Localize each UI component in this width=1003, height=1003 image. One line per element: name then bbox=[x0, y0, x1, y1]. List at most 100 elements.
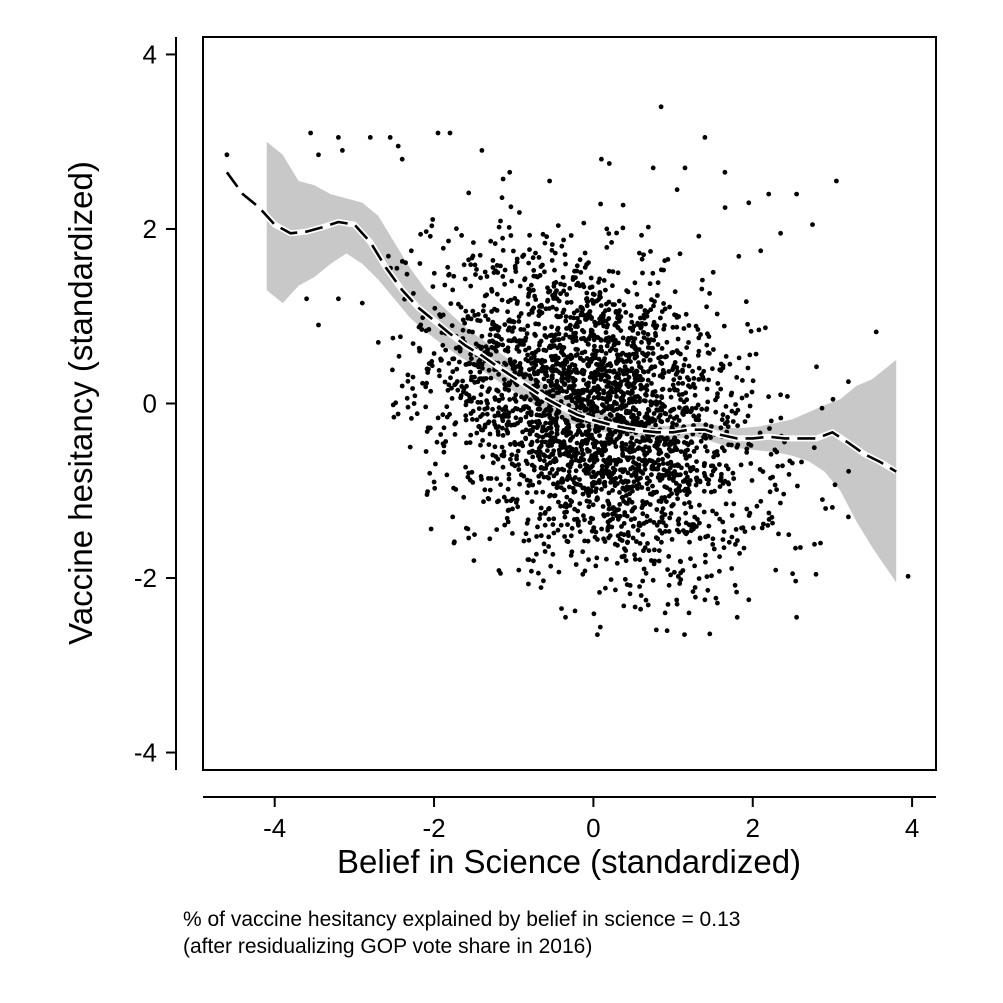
scatter-point bbox=[638, 386, 644, 392]
scatter-point bbox=[648, 345, 654, 351]
scatter-point bbox=[395, 143, 401, 149]
scatter-point bbox=[495, 429, 501, 434]
scatter-point bbox=[551, 530, 557, 536]
scatter-point bbox=[630, 390, 635, 395]
scatter-point bbox=[647, 357, 653, 363]
scatter-point bbox=[574, 263, 580, 269]
scatter-point bbox=[452, 421, 458, 427]
scatter-point bbox=[579, 368, 585, 374]
scatter-point bbox=[622, 377, 628, 383]
scatter-point bbox=[641, 315, 647, 321]
scatter-point bbox=[687, 539, 692, 545]
scatter-point bbox=[538, 338, 544, 344]
scatter-point bbox=[657, 373, 663, 379]
scatter-point bbox=[582, 517, 587, 523]
scatter-point bbox=[905, 573, 911, 579]
scatter-point bbox=[542, 510, 548, 515]
scatter-point bbox=[395, 411, 401, 417]
scatter-point bbox=[506, 471, 512, 477]
scatter-point bbox=[732, 582, 738, 588]
scatter-point bbox=[531, 268, 537, 273]
scatter-point bbox=[651, 303, 656, 309]
scatter-point bbox=[468, 283, 474, 289]
scatter-point bbox=[735, 538, 740, 543]
scatter-point bbox=[525, 323, 531, 329]
scatter-point bbox=[431, 270, 437, 276]
scatter-point bbox=[628, 396, 634, 401]
x-tick-label: 0 bbox=[586, 813, 600, 843]
scatter-point bbox=[516, 319, 522, 324]
scatter-point bbox=[526, 557, 532, 563]
scatter-point bbox=[507, 359, 513, 364]
scatter-point bbox=[674, 597, 680, 603]
scatter-point bbox=[627, 591, 633, 597]
scatter-point bbox=[572, 506, 577, 512]
scatter-point bbox=[725, 424, 731, 430]
scatter-point bbox=[482, 269, 488, 275]
scatter-point bbox=[720, 537, 726, 542]
scatter-point bbox=[675, 369, 681, 374]
scatter-point bbox=[707, 351, 712, 356]
scatter-point bbox=[500, 235, 505, 241]
scatter-point bbox=[648, 307, 654, 313]
scatter-point bbox=[592, 534, 598, 540]
scatter-point bbox=[562, 534, 567, 539]
scatter-point bbox=[512, 396, 518, 402]
scatter-point bbox=[681, 488, 687, 493]
scatter-point bbox=[540, 434, 546, 440]
scatter-point bbox=[470, 417, 475, 422]
scatter-point bbox=[586, 423, 592, 429]
scatter-point bbox=[683, 510, 688, 516]
scatter-point bbox=[613, 476, 619, 481]
y-tick-label: 4 bbox=[143, 39, 157, 69]
scatter-point bbox=[603, 330, 609, 335]
scatter-point bbox=[603, 416, 609, 421]
scatter-point bbox=[708, 463, 714, 469]
scatter-point bbox=[610, 269, 616, 274]
scatter-point bbox=[523, 427, 529, 433]
scatter-point bbox=[563, 314, 569, 319]
scatter-point bbox=[590, 502, 596, 508]
scatter-point bbox=[559, 606, 564, 611]
scatter-point bbox=[628, 440, 633, 445]
scatter-point bbox=[490, 265, 496, 270]
scatter-point bbox=[457, 359, 462, 365]
scatter-point bbox=[614, 230, 619, 236]
scatter-point bbox=[599, 463, 605, 469]
scatter-point bbox=[405, 404, 411, 410]
scatter-point bbox=[513, 500, 519, 505]
scatter-point bbox=[643, 597, 649, 603]
scatter-point bbox=[834, 178, 839, 184]
scatter-point bbox=[591, 611, 597, 617]
scatter-point bbox=[584, 290, 590, 296]
scatter-point bbox=[658, 315, 663, 321]
scatter-point bbox=[729, 534, 735, 540]
scatter-point bbox=[494, 476, 500, 482]
scatter-point bbox=[613, 347, 619, 353]
scatter-point bbox=[525, 517, 531, 523]
scatter-point bbox=[748, 443, 754, 448]
scatter-point bbox=[641, 335, 647, 340]
scatter-point bbox=[691, 381, 696, 387]
scatter-point bbox=[713, 595, 719, 601]
scatter-point bbox=[717, 462, 722, 467]
scatter-point bbox=[620, 368, 626, 374]
scatter-point bbox=[591, 395, 597, 401]
scatter-point bbox=[692, 585, 698, 590]
scatter-point bbox=[640, 270, 645, 276]
scatter-point bbox=[700, 277, 705, 283]
scatter-point bbox=[494, 308, 500, 313]
scatter-point bbox=[496, 397, 502, 403]
scatter-point bbox=[609, 506, 615, 511]
scatter-point bbox=[535, 358, 541, 363]
scatter-point bbox=[603, 351, 609, 356]
scatter-point bbox=[632, 280, 638, 286]
scatter-point bbox=[536, 402, 542, 407]
scatter-point bbox=[542, 522, 548, 528]
scatter-point bbox=[466, 470, 471, 476]
scatter-point bbox=[424, 492, 430, 497]
scatter-point bbox=[666, 493, 672, 499]
scatter-point bbox=[601, 512, 606, 518]
scatter-point bbox=[560, 360, 566, 366]
scatter-point bbox=[585, 383, 591, 389]
